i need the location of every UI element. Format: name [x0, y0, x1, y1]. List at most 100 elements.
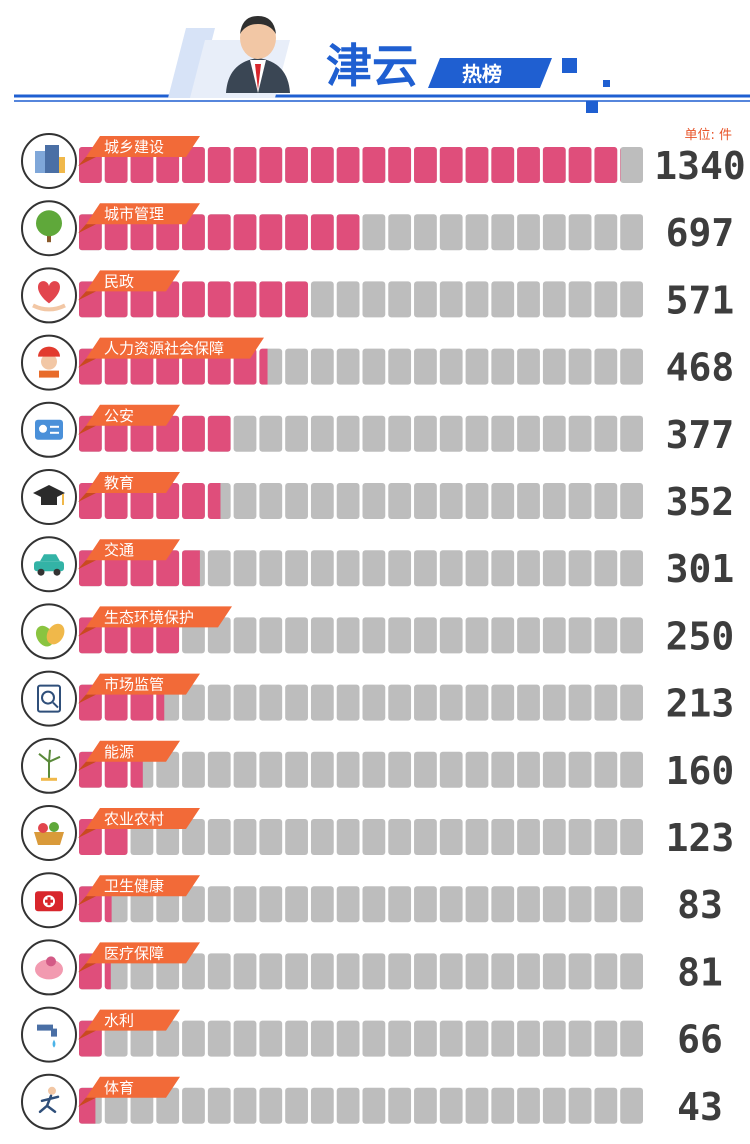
title-backdrop	[305, 40, 470, 90]
bar-segment-empty	[439, 483, 463, 519]
bar-segment-empty	[414, 550, 437, 587]
bar-segment-empty	[310, 1087, 334, 1124]
bar-segment-empty	[233, 550, 257, 587]
bar-segment-empty	[465, 415, 489, 452]
bar-row: 市场监管 213	[21, 670, 734, 727]
label-tab-fold	[78, 694, 96, 704]
bar-segment-empty	[620, 281, 643, 318]
bar-segment-empty	[465, 483, 489, 519]
bar-segment-empty	[285, 348, 308, 385]
label-tab-fold	[78, 493, 96, 502]
bar-segment-empty	[465, 214, 489, 251]
bar-segment-empty	[336, 281, 360, 318]
water-tap-icon	[21, 1006, 77, 1063]
bar-segment-empty	[388, 953, 412, 990]
businessman-icon	[226, 16, 290, 93]
bar-segment-empty	[439, 550, 463, 587]
category-label-tab	[86, 1076, 180, 1098]
bar-segment-empty	[336, 550, 360, 587]
bar-segment-empty	[336, 953, 360, 990]
bar-segment-empty	[207, 819, 231, 855]
category-label-tab	[86, 270, 180, 292]
category-label: 水利	[104, 1012, 134, 1030]
label-tab-fold	[78, 157, 96, 166]
bar-row: 医疗保障 81	[21, 939, 723, 996]
header-badge: 热榜	[462, 62, 502, 86]
category-label-tab	[86, 337, 264, 359]
category-label-tab	[86, 942, 200, 964]
bar-segment-empty	[285, 550, 308, 587]
label-tab-fold	[78, 896, 96, 906]
bar-segment-empty	[285, 483, 308, 519]
bar-segment-empty	[491, 1020, 515, 1057]
bar-segment-empty	[285, 617, 308, 654]
bar-segment-empty	[491, 886, 515, 923]
label-tab-fold	[78, 224, 96, 234]
bar-segment-empty	[336, 415, 360, 452]
bar-segment-empty	[336, 684, 360, 721]
bar-segment-empty	[233, 751, 257, 788]
bar-segment-empty	[285, 819, 308, 855]
bar-segment-empty	[620, 751, 643, 788]
bar-segment-empty	[388, 886, 412, 923]
bar-segment-empty	[362, 953, 386, 990]
bar-segment-empty	[517, 483, 540, 519]
category-label-tab	[86, 203, 200, 225]
bar-segment-empty	[362, 281, 386, 318]
bar-segment-empty	[491, 483, 515, 519]
category-label: 人力资源社会保障	[104, 340, 224, 358]
bar-segment-empty	[259, 1020, 283, 1057]
bar-segment-empty	[568, 281, 592, 318]
value-label: 697	[666, 211, 735, 255]
bar-row: 城乡建设 1340	[21, 133, 746, 189]
category-label: 农业农村	[104, 810, 164, 828]
bar-segment-empty	[542, 1020, 566, 1057]
bar-segment-empty	[414, 617, 437, 654]
bar-segment-empty	[465, 886, 489, 923]
bar-segment-empty	[465, 1020, 489, 1057]
bar-segment-empty	[594, 348, 618, 385]
bar-segment-empty	[336, 348, 360, 385]
bar-segment-empty	[182, 751, 205, 788]
bar-row: 民政 571	[21, 267, 734, 324]
category-label-tab	[86, 539, 180, 561]
bar-segment-empty	[594, 415, 618, 452]
bar-segment-empty	[594, 281, 618, 318]
bar-segment-empty	[568, 617, 592, 654]
bar-segment-empty	[362, 348, 386, 385]
bar-segment-empty	[414, 886, 437, 923]
wind-turbine-icon	[21, 737, 77, 794]
bar-segment-empty	[259, 483, 283, 519]
bar-row: 能源 160	[21, 737, 734, 794]
bar-segment-empty	[182, 1087, 205, 1124]
bar-segment-empty	[620, 348, 643, 385]
bar-segment-empty	[517, 550, 540, 587]
label-tab-fold	[78, 1097, 96, 1107]
bar-row: 生态环境保护 250	[21, 603, 734, 660]
bar-segment-empty	[259, 751, 283, 788]
bar-segment-empty	[182, 953, 205, 990]
bar-segment-empty	[310, 617, 334, 654]
bar-segment-empty	[620, 214, 643, 251]
bar-segment-empty	[594, 751, 618, 788]
bar-segment-empty	[414, 751, 437, 788]
label-tab-fold	[78, 963, 96, 973]
bar-segment-empty	[465, 617, 489, 654]
bar-segment-empty	[388, 483, 412, 519]
deco-square-large	[562, 58, 577, 73]
bar-row: 教育 352	[21, 469, 734, 525]
bar-segment-empty	[285, 1020, 308, 1057]
bar-segment-empty	[414, 1020, 437, 1057]
bar-segment-empty	[620, 819, 643, 855]
bar-segment-empty	[259, 617, 283, 654]
bar-row: 人力资源社会保障 468	[21, 334, 735, 391]
category-label: 市场监管	[104, 676, 164, 694]
bar-segment-empty	[542, 281, 566, 318]
bar-segment-empty	[207, 953, 231, 990]
value-label: 468	[666, 346, 735, 390]
bar-chart: 城乡建设 1340 城市管理 697 民政 571 人力资源社会保障 468 公安 377 教育 35…	[21, 133, 746, 1130]
bar-segment-empty	[542, 214, 566, 251]
bar-segment-empty	[542, 751, 566, 788]
bar-row: 公安 377	[21, 401, 734, 458]
bar-segment-empty	[568, 819, 592, 855]
